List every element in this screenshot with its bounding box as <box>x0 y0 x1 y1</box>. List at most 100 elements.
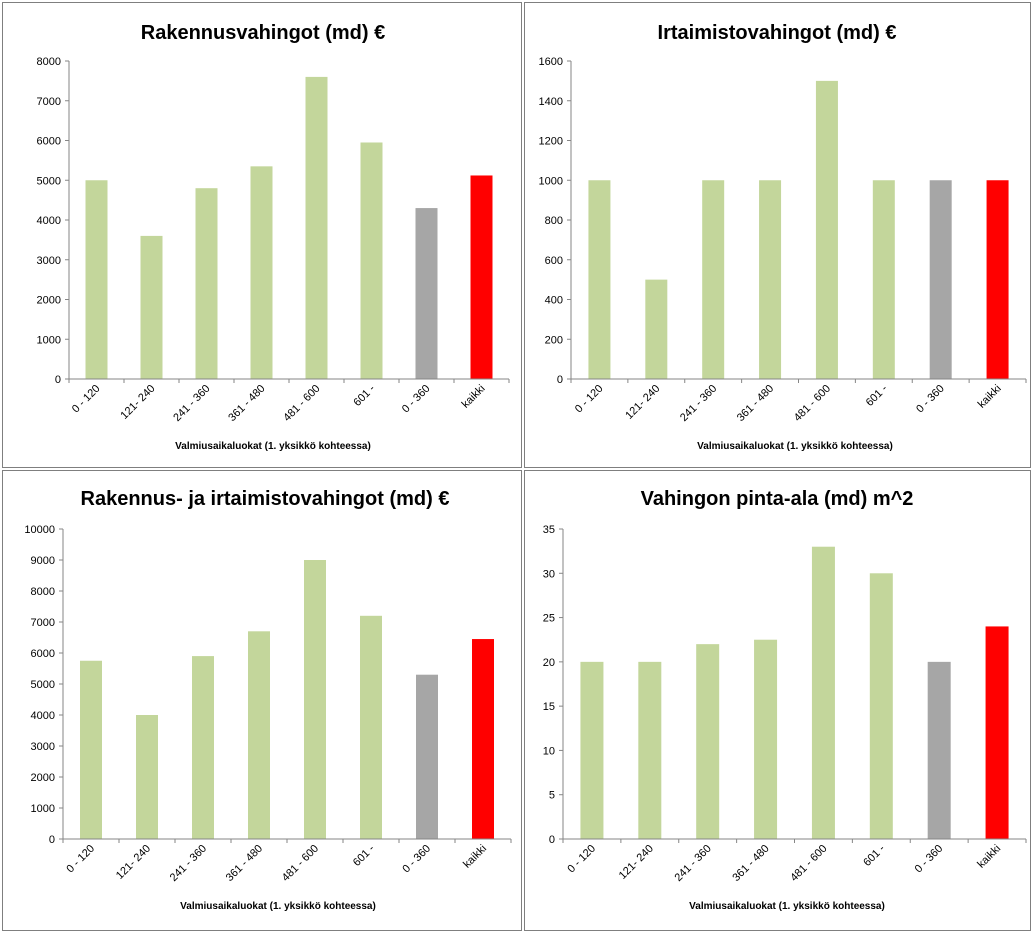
y-tick-label: 10 <box>543 745 555 757</box>
y-tick-label: 0 <box>49 834 55 846</box>
x-tick-label: 361 - 480 <box>224 843 265 884</box>
y-tick-label: 600 <box>545 255 563 267</box>
y-tick-label: 30 <box>543 568 555 580</box>
x-tick-label: 601 - <box>351 382 377 408</box>
bar-2 <box>645 279 668 379</box>
y-tick-label: 15 <box>543 701 555 713</box>
x-tick-label: 241 - 360 <box>171 383 212 424</box>
x-tick-label: 601 - <box>864 382 890 408</box>
bar-4 <box>754 639 778 839</box>
x-tick-label: 481 - 600 <box>788 843 829 884</box>
bar-5 <box>305 76 328 380</box>
chart-svg: Rakennus- ja irtaimistovahingot (md) € 0… <box>24 488 512 912</box>
bar-6 <box>360 142 383 379</box>
bar-3 <box>696 644 720 839</box>
y-tick-label: 35 <box>543 524 555 536</box>
y-tick-label: 7000 <box>37 96 61 108</box>
x-tick-label: 241 - 360 <box>678 383 719 424</box>
x-tick-label: 241 - 360 <box>168 843 209 884</box>
x-tick-label: 481 - 600 <box>280 843 321 884</box>
y-tick-label: 1200 <box>539 136 563 148</box>
y-tick-label: 800 <box>545 215 563 227</box>
bar-5 <box>811 546 835 839</box>
y-tick-label: 1000 <box>539 175 563 187</box>
x-tick-label: 361 - 480 <box>730 843 771 884</box>
bar-8 <box>470 175 493 379</box>
y-tick-label: 4000 <box>37 215 61 227</box>
bar-6 <box>869 573 893 839</box>
bar-2 <box>140 235 163 379</box>
chart-svg: Rakennusvahingot (md) € 0 1000 2000 3000 400… <box>37 22 510 452</box>
x-tick-label: kaikki <box>460 383 488 411</box>
y-tick-label: 6000 <box>31 648 55 660</box>
chart-panel-damage-area: Vahingon pinta-ala (md) m^2 0 5 10 15 20 25 30… <box>524 470 1031 931</box>
chart-panel-building-damage: Rakennusvahingot (md) € 0 1000 2000 3000 400… <box>2 2 522 468</box>
bar-7 <box>416 674 438 839</box>
x-tick-label: 601 - <box>861 842 887 868</box>
x-tick-label: 0 - 120 <box>64 843 97 876</box>
chart-svg: Irtaimistovahingot (md) € 0 200 400 600 800 1… <box>539 22 1027 452</box>
x-tick-label: 121- 240 <box>623 383 662 422</box>
bar-5 <box>304 560 326 839</box>
y-tick-label: 0 <box>557 374 563 386</box>
y-tick-label: 6000 <box>37 136 61 148</box>
bar-6 <box>872 180 895 379</box>
y-tick-label: 5 <box>549 790 555 802</box>
chart-panel-property-damage: Irtaimistovahingot (md) € 0 200 400 600 800 1… <box>524 2 1031 468</box>
y-tick-label: 4000 <box>31 710 55 722</box>
bar-7 <box>927 661 951 839</box>
x-tick-label: 361 - 480 <box>735 383 776 424</box>
bar-2 <box>136 715 158 839</box>
y-tick-label: 25 <box>543 613 555 625</box>
y-tick-label: 2000 <box>31 772 55 784</box>
chart-panel-total-damage: Rakennus- ja irtaimistovahingot (md) € 0… <box>2 470 522 931</box>
y-tick-label: 1000 <box>37 334 61 346</box>
chart-title: Irtaimistovahingot (md) € <box>658 22 897 44</box>
bar-1 <box>588 180 611 379</box>
x-tick-label: kaikki <box>461 843 489 871</box>
bar-8 <box>472 639 494 839</box>
y-tick-label: 1600 <box>539 56 563 68</box>
x-tick-label: 481 - 600 <box>281 383 322 424</box>
y-tick-label: 8000 <box>37 56 61 68</box>
y-tick-label: 9000 <box>31 555 55 567</box>
y-tick-label: 8000 <box>31 586 55 598</box>
bar-8 <box>985 626 1009 839</box>
x-tick-label: 601 - <box>351 842 377 868</box>
y-tick-label: 0 <box>549 834 555 846</box>
bar-7 <box>929 180 952 379</box>
y-tick-label: 200 <box>545 334 563 346</box>
y-tick-label: 3000 <box>37 255 61 267</box>
x-tick-label: 0 - 360 <box>913 843 946 876</box>
x-tick-label: kaikki <box>975 843 1003 871</box>
y-tick-label: 1000 <box>31 803 55 815</box>
x-tick-label: 361 - 480 <box>226 383 267 424</box>
x-axis-label: Valmiusaikaluokat (1. yksikkö kohteessa) <box>175 441 371 452</box>
bar-4 <box>248 631 270 839</box>
x-tick-label: 0 - 120 <box>565 843 598 876</box>
x-tick-label: 481 - 600 <box>792 383 833 424</box>
bar-4 <box>250 166 273 379</box>
y-tick-label: 20 <box>543 657 555 669</box>
chart-title: Rakennusvahingot (md) € <box>141 22 385 44</box>
bar-7 <box>415 208 438 379</box>
bar-8 <box>986 180 1009 379</box>
bar-2 <box>638 661 662 839</box>
bar-1 <box>580 661 604 839</box>
x-tick-label: 241 - 360 <box>672 843 713 884</box>
x-axis-label: Valmiusaikaluokat (1. yksikkö kohteessa) <box>689 901 885 912</box>
x-tick-label: 121- 240 <box>617 843 656 882</box>
x-tick-label: kaikki <box>976 383 1004 411</box>
x-tick-label: 0 - 120 <box>573 383 606 416</box>
x-tick-label: 121- 240 <box>118 383 157 422</box>
y-tick-label: 2000 <box>37 295 61 307</box>
x-tick-label: 0 - 360 <box>400 843 433 876</box>
y-tick-label: 400 <box>545 295 563 307</box>
y-tick-label: 0 <box>55 374 61 386</box>
y-tick-label: 7000 <box>31 617 55 629</box>
bar-3 <box>195 188 218 379</box>
bar-5 <box>815 80 838 379</box>
y-tick-label: 5000 <box>31 679 55 691</box>
x-tick-label: 0 - 120 <box>70 383 103 416</box>
bar-3 <box>192 656 214 839</box>
